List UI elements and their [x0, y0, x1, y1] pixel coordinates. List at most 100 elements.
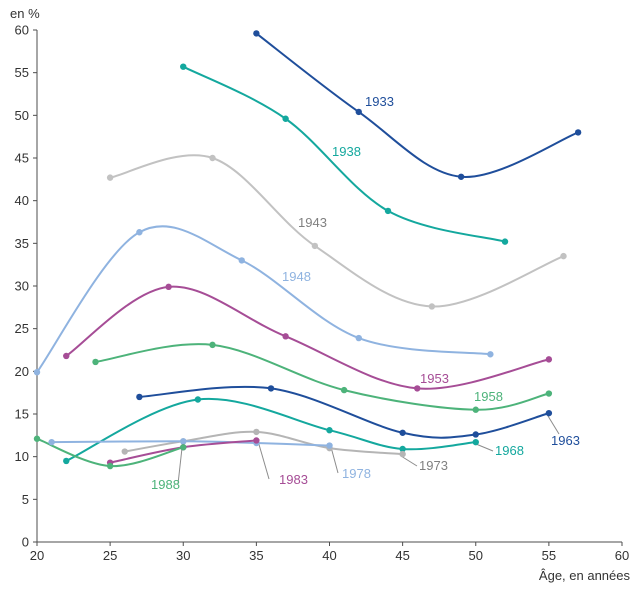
leader-line-1973 — [400, 455, 418, 467]
data-point-1953 — [545, 356, 553, 363]
data-point-1968 — [63, 457, 70, 465]
series-line-1978 — [51, 440, 330, 447]
series-label-1973: 1973 — [419, 458, 448, 473]
data-point-1948 — [355, 334, 362, 342]
axes: 0 5 10 15 20 25 30 35 40 45 50 55 60 20 25 30 35 40 45 50 55… — [15, 23, 630, 564]
data-point-1963 — [267, 385, 275, 392]
data-points — [33, 30, 582, 470]
data-point-1978 — [48, 438, 55, 446]
data-point-1963 — [399, 429, 406, 436]
data-point-1973 — [399, 450, 406, 458]
data-point-1938 — [180, 63, 187, 70]
x-tick-label: 20 — [30, 548, 44, 563]
data-point-1948 — [238, 257, 245, 264]
y-tick-label: 0 — [22, 535, 29, 550]
y-tick-label: 15 — [15, 407, 29, 422]
data-point-1943 — [428, 303, 436, 310]
data-point-1958 — [92, 358, 99, 366]
series-line-1943 — [109, 154, 564, 308]
data-point-1953 — [414, 385, 421, 392]
series-label-1963: 1963 — [551, 433, 580, 448]
series-label-1938: 1938 — [332, 144, 361, 159]
series-label-1943: 1943 — [298, 215, 327, 230]
x-tick-label: 45 — [395, 548, 409, 563]
series-line-1968 — [65, 397, 476, 462]
series-labels: 1933 1938 1943 1948 1953 1958 1963 1968 1973 1978… — [151, 94, 580, 492]
leader-line-1978 — [330, 446, 339, 474]
data-point-1943 — [106, 174, 114, 181]
data-point-1933 — [574, 129, 582, 136]
y-tick-label: 20 — [15, 364, 29, 379]
x-tick-label: 55 — [542, 548, 556, 563]
series-line-1963 — [139, 385, 550, 439]
data-point-1968 — [472, 438, 479, 446]
data-point-1933 — [355, 108, 362, 116]
data-point-1978 — [180, 438, 187, 445]
series-label-1978: 1978 — [342, 466, 371, 481]
data-point-1968 — [399, 445, 406, 453]
y-tick-label: 55 — [15, 65, 29, 80]
x-tick-label: 25 — [103, 548, 117, 563]
data-point-1933 — [253, 30, 260, 37]
data-point-1958 — [472, 406, 479, 413]
series-label-1988: 1988 — [151, 477, 180, 492]
data-point-1948 — [33, 368, 41, 376]
data-point-1988 — [106, 462, 114, 470]
data-point-1963 — [136, 393, 143, 401]
series-label-1948: 1948 — [282, 269, 311, 284]
data-point-1963 — [472, 431, 479, 438]
series-line-1948 — [36, 225, 491, 373]
series-label-1983: 1983 — [279, 472, 308, 487]
series-label-1933: 1933 — [365, 94, 394, 109]
data-point-1938 — [384, 207, 392, 215]
x-axis-label: Âge, en années — [539, 568, 631, 583]
y-tick-label: 35 — [15, 236, 29, 251]
data-point-1943 — [209, 154, 216, 162]
data-point-1948 — [487, 351, 494, 358]
leader-line-1988 — [177, 447, 183, 485]
data-point-1968 — [194, 396, 202, 403]
data-point-1968 — [326, 427, 333, 434]
data-point-1958 — [340, 386, 348, 394]
data-point-1973 — [121, 448, 128, 455]
leader-line-1968 — [475, 443, 494, 452]
leader-line-1963 — [547, 415, 560, 435]
y-tick-label: 5 — [22, 492, 29, 507]
y-tick-label: 40 — [15, 193, 29, 208]
x-tick-label: 30 — [176, 548, 190, 563]
series-label-1968: 1968 — [495, 443, 524, 458]
data-point-1973 — [253, 428, 260, 436]
data-point-1943 — [560, 252, 567, 260]
data-point-1938 — [501, 238, 509, 245]
data-point-1938 — [282, 115, 289, 122]
y-tick-label: 50 — [15, 108, 29, 123]
series-label-1958: 1958 — [474, 389, 503, 404]
label-leader-lines — [177, 415, 560, 485]
y-tick-label: 25 — [15, 321, 29, 336]
data-point-1953 — [282, 333, 289, 340]
y-axis-label: en % — [10, 6, 40, 21]
y-tick-label: 60 — [15, 23, 29, 38]
x-tick-label: 50 — [469, 548, 483, 563]
series-line-1933 — [255, 32, 579, 178]
x-tick-label: 40 — [322, 548, 336, 563]
data-point-1933 — [457, 173, 465, 180]
series-line-1953 — [65, 285, 550, 390]
series-line-1938 — [182, 65, 506, 243]
data-point-1958 — [209, 341, 216, 349]
data-point-1958 — [545, 390, 553, 397]
y-tick-label: 30 — [15, 279, 29, 294]
data-point-1963 — [545, 409, 553, 417]
x-tick-label: 35 — [249, 548, 263, 563]
data-point-1983 — [253, 437, 260, 444]
data-point-1953 — [63, 352, 70, 360]
y-tick-label: 10 — [15, 449, 29, 464]
data-point-1953 — [165, 283, 172, 291]
x-tick-label: 60 — [615, 548, 629, 563]
data-point-1988 — [180, 444, 187, 451]
data-point-1988 — [33, 435, 41, 442]
data-point-1948 — [136, 229, 143, 236]
data-point-1978 — [326, 442, 333, 449]
series-label-1953: 1953 — [420, 371, 449, 386]
